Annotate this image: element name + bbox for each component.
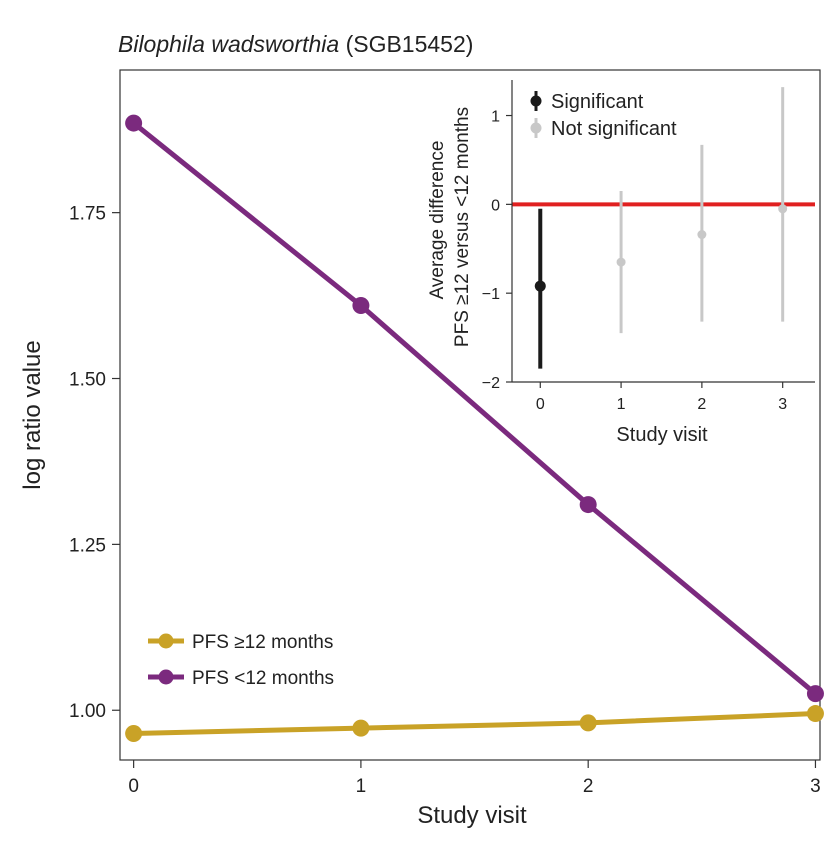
inset-y-axis-label-line2: PFS ≥12 versus <12 months (452, 107, 473, 347)
main-y-tick-label: 1.00 (69, 701, 106, 722)
inset-legend: Significant Not significant (530, 91, 677, 140)
main-series-1-point (125, 114, 143, 132)
chart-title: Bilophila wadsworthia (SGB15452) (118, 31, 473, 57)
inset-legend-label: Not significant (551, 118, 677, 140)
main-chart: 1.00 1.25 1.50 1.75 0 1 2 3 Study visit log ra… (19, 69, 824, 829)
main-legend-label: PFS <12 months (192, 668, 334, 689)
inset-legend-swatch-dot (530, 95, 542, 107)
main-series-1-point (806, 685, 824, 703)
main-series-lines (131, 120, 818, 736)
inset-y-axis-label-line1: Average difference (427, 141, 448, 300)
chart-title-species: Bilophila wadsworthia (118, 31, 339, 57)
main-series-0-point (352, 719, 370, 737)
main-series-points (125, 114, 824, 742)
inset-x-ticks: 0 1 2 3 (536, 382, 787, 413)
main-series-0-point (125, 724, 143, 742)
inset-x-tick-label: 3 (778, 396, 787, 413)
main-x-tick-label: 0 (128, 776, 139, 797)
main-y-tick-label: 1.50 (69, 370, 106, 391)
main-legend-swatch-dot (158, 669, 174, 685)
inset-x-tick-label: 2 (697, 396, 706, 413)
main-series-1-point (579, 496, 597, 514)
inset-x-tick-label: 0 (536, 396, 545, 413)
main-legend-label: PFS ≥12 months (192, 632, 333, 653)
inset-legend-label: Significant (551, 91, 644, 113)
inset-point (534, 280, 546, 292)
inset-y-tick-label: 0 (491, 197, 500, 214)
main-x-tick-label: 2 (583, 776, 594, 797)
inset-point (778, 204, 788, 214)
main-y-ticks: 1.00 1.25 1.50 1.75 (69, 204, 120, 722)
inset-points (534, 204, 788, 292)
inset-y-tick-label: 1 (491, 109, 500, 126)
main-x-ticks: 0 1 2 3 (128, 760, 821, 797)
inset-y-tick-label: −1 (482, 286, 500, 303)
main-plot-frame (119, 69, 821, 761)
inset-x-axis-label: Study visit (616, 424, 708, 446)
main-y-axis-label: log ratio value (19, 340, 46, 489)
main-series-0-point (806, 705, 824, 723)
inset-background (510, 80, 815, 382)
main-series-1-point (352, 297, 370, 315)
main-x-tick-label: 3 (810, 776, 821, 797)
inset-x-tick-label: 1 (617, 396, 626, 413)
inset-y-tick-label: −2 (482, 375, 500, 392)
inset-chart: −2 −1 0 1 0 1 2 3 Study visit Average differen… (427, 80, 815, 446)
inset-point (697, 230, 707, 240)
main-legend-swatch-dot (158, 633, 174, 649)
inset-y-ticks: −2 −1 0 1 (482, 109, 512, 392)
inset-legend-swatch-dot (530, 122, 542, 134)
main-series-line-1 (131, 120, 818, 697)
main-y-tick-label: 1.75 (69, 204, 106, 225)
main-series-line-0 (131, 711, 818, 736)
main-legend: PFS ≥12 months PFS <12 months (148, 632, 334, 689)
inset-axes (511, 80, 815, 383)
main-x-axis-label: Study visit (417, 802, 527, 829)
chart-title-strain: (SGB15452) (339, 31, 473, 57)
main-y-tick-label: 1.25 (69, 535, 106, 556)
inset-point (616, 257, 626, 267)
main-x-tick-label: 1 (356, 776, 367, 797)
main-series-0-point (579, 714, 597, 732)
